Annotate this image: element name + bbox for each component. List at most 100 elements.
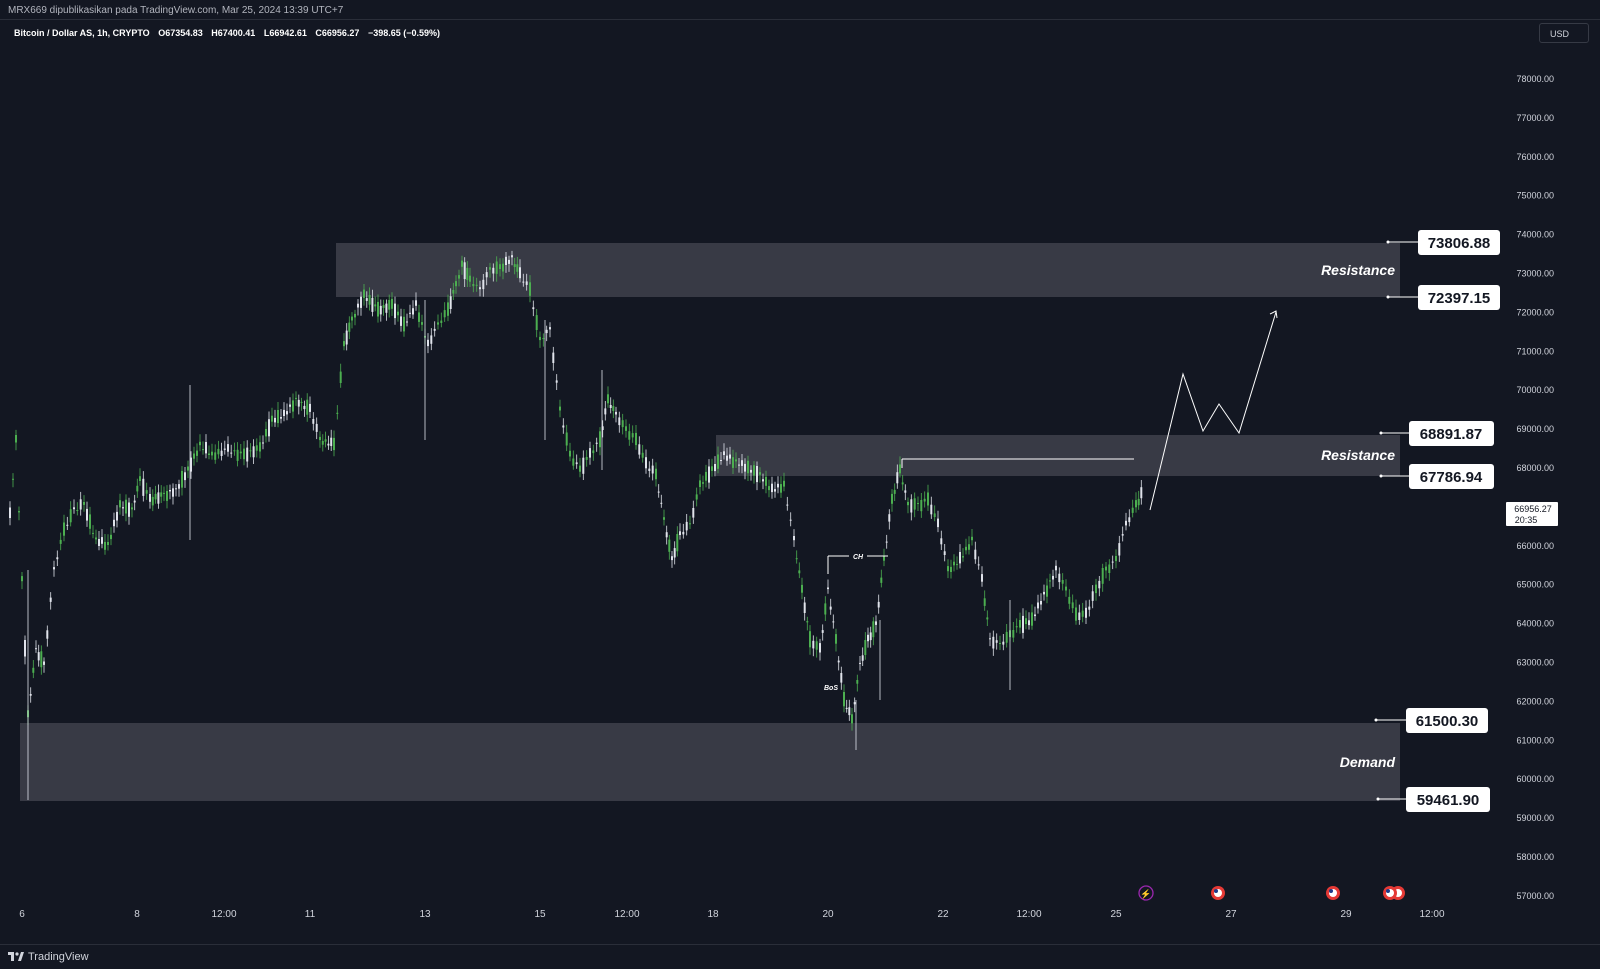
currency-button[interactable]: USD [1539,23,1589,43]
candle-body [18,511,20,513]
candle-body [896,472,899,484]
candle-body [292,400,294,412]
candle-body [128,502,130,517]
ohlc-close: C66956.27 [315,28,360,38]
candle-body [618,417,621,426]
candle-body [756,466,758,483]
candle-body [107,542,109,545]
candle-body [277,410,279,424]
candle-body [357,303,359,308]
candle-body [9,507,11,518]
candle-body [190,457,192,472]
candle-body [671,556,673,561]
candle-body [555,380,558,383]
candle-body [499,264,501,269]
candle-body [607,394,609,404]
candle-body [202,449,204,451]
candle-body [714,464,716,472]
candle-body [579,465,581,472]
candle-body [907,501,909,506]
candle-body [1128,517,1131,523]
lightning-event-icon [1138,885,1154,901]
callout-72397: 72397.15 [1428,290,1491,307]
candle-body [187,466,189,471]
candle-body [110,534,112,540]
candle-body [1002,641,1005,645]
svg-text:66956.27: 66956.27 [1514,504,1552,514]
candle-body [1111,561,1114,563]
price-tick-label: 59000.00 [1516,813,1554,823]
resistance-zone-upper [336,243,1400,297]
candle-body [628,431,631,440]
candle-body [809,631,811,648]
time-tick-label: 11 [305,909,316,920]
time-tick-label: 12:00 [1419,909,1444,920]
candle-body [829,606,832,610]
candle-body [655,468,657,480]
candle-body [705,471,707,481]
candle-body [255,445,258,451]
candle-body [535,315,538,330]
current-price-label: 66956.27 20:35 [1506,502,1558,526]
price-tick-label: 73000.00 [1516,269,1554,279]
candle-body [214,452,217,460]
candle-body [880,577,883,583]
candle-body [1068,596,1071,604]
candle-body [119,500,121,508]
candle-body [363,289,365,298]
candle-body [37,652,40,661]
candle-body [1061,580,1064,584]
chart-canvas[interactable]: CH BoS Resistance Resistance Demand 7380… [0,0,1600,944]
time-tick-label: 27 [1225,909,1237,920]
candle-body [835,634,837,644]
tradingview-logo[interactable]: TradingView [8,951,89,963]
candle-body [843,692,845,707]
candle-body [297,399,300,407]
candle-body [163,492,165,494]
candle-body [1031,612,1033,626]
candle-body [673,548,676,558]
candle-body [612,406,615,411]
price-tick-label: 78000.00 [1516,74,1554,84]
candle-body [69,509,72,523]
price-tick-label: 66000.00 [1516,541,1554,551]
time-tick-label: 12:00 [1016,909,1041,920]
candle-body [89,514,91,529]
candle-body [157,492,160,504]
candle-body [489,267,491,270]
candle-body [160,492,163,497]
candle-body [21,576,23,582]
candle-body [306,399,309,415]
candle-body [458,275,460,279]
zone-label-resistance-upper: Resistance [1321,262,1395,278]
candle-body [53,567,55,570]
candle-body [430,335,433,344]
symbol-legend: Bitcoin / Dollar AS, 1h, CRYPTO O67354.8… [14,28,446,38]
candle-body [142,478,145,496]
candle-body [529,282,531,296]
candle-body [330,437,333,446]
candle-body [1022,615,1024,633]
candle-body [29,694,32,696]
candle-body [937,518,939,528]
candle-body [522,281,525,283]
candle-body [861,655,864,661]
candle-body [205,442,207,454]
candle-body [747,460,749,474]
candle-body [827,587,829,590]
candle-body [875,621,877,625]
candle-body [1085,607,1087,618]
candle-body [324,439,327,442]
callout-73806: 73806.88 [1428,235,1491,252]
candle-body [682,531,685,535]
candle-body [280,417,282,419]
candle-body [562,425,565,428]
candle-body [786,504,789,506]
candle-body [449,296,452,309]
price-tick-label: 77000.00 [1516,113,1554,123]
candle-body [249,450,252,452]
candle-body [943,551,946,555]
candle-body [479,287,481,290]
candle-body [472,284,475,287]
candle-body [539,336,541,341]
